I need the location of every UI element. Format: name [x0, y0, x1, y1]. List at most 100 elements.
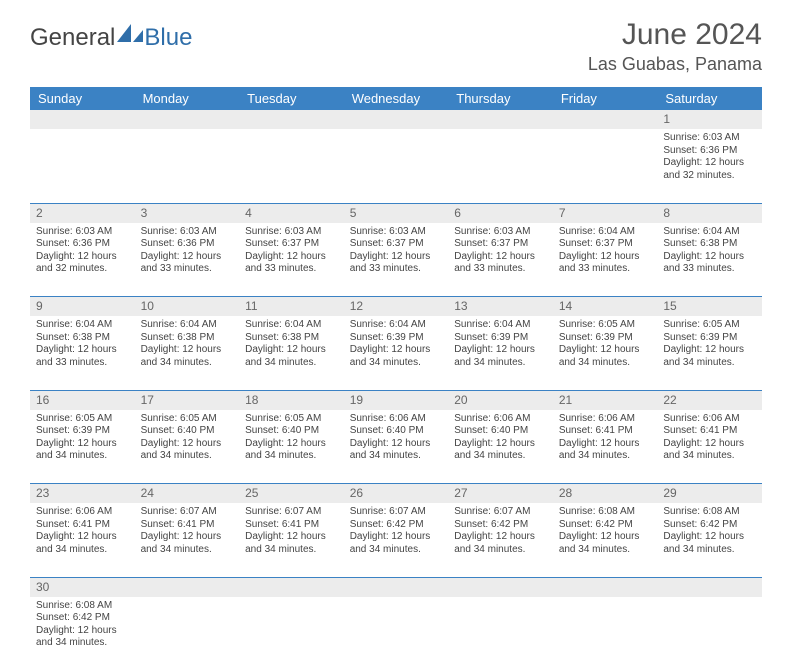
day-detail-sunrise: Sunrise: 6:04 AM: [36, 319, 129, 332]
day-cell: Sunrise: 6:04 AMSunset: 6:39 PMDaylight:…: [344, 316, 449, 390]
day-detail-sunrise: Sunrise: 6:03 AM: [245, 226, 338, 239]
day-detail-sunrise: Sunrise: 6:06 AM: [559, 413, 652, 426]
day-number: [553, 110, 658, 129]
day-content-row: Sunrise: 6:06 AMSunset: 6:41 PMDaylight:…: [30, 503, 762, 577]
day-detail-d1: Daylight: 12 hours: [559, 251, 652, 264]
day-cell: Sunrise: 6:06 AMSunset: 6:41 PMDaylight:…: [553, 410, 658, 484]
day-detail-d2: and 34 minutes.: [36, 450, 129, 463]
day-detail-d1: Daylight: 12 hours: [141, 344, 234, 357]
day-number: 9: [30, 297, 135, 317]
day-detail-d1: Daylight: 12 hours: [245, 344, 338, 357]
day-detail-sunset: Sunset: 6:38 PM: [141, 332, 234, 345]
day-detail-sunrise: Sunrise: 6:03 AM: [663, 132, 756, 145]
day-detail-d1: Daylight: 12 hours: [663, 438, 756, 451]
day-detail-d2: and 34 minutes.: [141, 544, 234, 557]
day-cell: [239, 597, 344, 671]
day-detail-sunrise: Sunrise: 6:05 AM: [141, 413, 234, 426]
day-detail-sunset: Sunset: 6:42 PM: [454, 519, 547, 532]
weekday-header: Tuesday: [239, 87, 344, 110]
day-number: 1: [657, 110, 762, 129]
day-detail-sunrise: Sunrise: 6:03 AM: [141, 226, 234, 239]
day-cell: Sunrise: 6:04 AMSunset: 6:38 PMDaylight:…: [657, 223, 762, 297]
weekday-header: Thursday: [448, 87, 553, 110]
day-number: 26: [344, 484, 449, 504]
day-detail-d2: and 34 minutes.: [245, 544, 338, 557]
day-detail-sunset: Sunset: 6:41 PM: [663, 425, 756, 438]
brand-text-1: General: [30, 24, 115, 52]
day-cell: Sunrise: 6:04 AMSunset: 6:39 PMDaylight:…: [448, 316, 553, 390]
day-cell: Sunrise: 6:03 AMSunset: 6:37 PMDaylight:…: [344, 223, 449, 297]
day-detail-d2: and 32 minutes.: [663, 170, 756, 183]
day-cell: Sunrise: 6:04 AMSunset: 6:38 PMDaylight:…: [239, 316, 344, 390]
day-cell: Sunrise: 6:05 AMSunset: 6:40 PMDaylight:…: [135, 410, 240, 484]
day-content-row: Sunrise: 6:05 AMSunset: 6:39 PMDaylight:…: [30, 410, 762, 484]
weekday-header: Monday: [135, 87, 240, 110]
day-detail-d2: and 34 minutes.: [350, 357, 443, 370]
day-detail-d1: Daylight: 12 hours: [350, 251, 443, 264]
day-cell: [135, 129, 240, 203]
day-number: 28: [553, 484, 658, 504]
day-detail-sunrise: Sunrise: 6:04 AM: [245, 319, 338, 332]
day-number: [448, 577, 553, 597]
day-detail-d1: Daylight: 12 hours: [663, 531, 756, 544]
day-number: [344, 577, 449, 597]
day-detail-d1: Daylight: 12 hours: [245, 531, 338, 544]
day-detail-sunrise: Sunrise: 6:06 AM: [36, 506, 129, 519]
day-cell: Sunrise: 6:07 AMSunset: 6:42 PMDaylight:…: [344, 503, 449, 577]
weekday-header-row: Sunday Monday Tuesday Wednesday Thursday…: [30, 87, 762, 110]
day-detail-d2: and 34 minutes.: [36, 544, 129, 557]
day-number: 10: [135, 297, 240, 317]
header: General Blue June 2024 Las Guabas, Panam…: [0, 0, 792, 83]
day-number: [239, 110, 344, 129]
day-detail-sunset: Sunset: 6:39 PM: [663, 332, 756, 345]
day-detail-d2: and 33 minutes.: [36, 357, 129, 370]
day-detail-d2: and 34 minutes.: [141, 450, 234, 463]
day-detail-d2: and 34 minutes.: [663, 450, 756, 463]
day-detail-sunrise: Sunrise: 6:06 AM: [663, 413, 756, 426]
day-number: [135, 577, 240, 597]
day-detail-sunrise: Sunrise: 6:07 AM: [141, 506, 234, 519]
day-content-row: Sunrise: 6:03 AMSunset: 6:36 PMDaylight:…: [30, 129, 762, 203]
day-detail-d2: and 33 minutes.: [663, 263, 756, 276]
day-cell: [344, 129, 449, 203]
day-detail-sunrise: Sunrise: 6:07 AM: [245, 506, 338, 519]
day-detail-d1: Daylight: 12 hours: [350, 438, 443, 451]
day-detail-d1: Daylight: 12 hours: [36, 438, 129, 451]
day-number-row: 30: [30, 577, 762, 597]
day-number-row: 16171819202122: [30, 390, 762, 410]
day-detail-d1: Daylight: 12 hours: [36, 344, 129, 357]
day-detail-d2: and 34 minutes.: [559, 450, 652, 463]
day-number: 14: [553, 297, 658, 317]
day-number: 23: [30, 484, 135, 504]
day-content-row: Sunrise: 6:03 AMSunset: 6:36 PMDaylight:…: [30, 223, 762, 297]
day-detail-sunset: Sunset: 6:38 PM: [36, 332, 129, 345]
day-detail-sunrise: Sunrise: 6:04 AM: [454, 319, 547, 332]
day-detail-sunset: Sunset: 6:38 PM: [663, 238, 756, 251]
brand-text-2: Blue: [144, 24, 192, 52]
day-detail-d2: and 34 minutes.: [559, 357, 652, 370]
day-cell: Sunrise: 6:05 AMSunset: 6:39 PMDaylight:…: [657, 316, 762, 390]
day-number: 30: [30, 577, 135, 597]
day-cell: Sunrise: 6:05 AMSunset: 6:40 PMDaylight:…: [239, 410, 344, 484]
day-content-row: Sunrise: 6:04 AMSunset: 6:38 PMDaylight:…: [30, 316, 762, 390]
day-detail-sunrise: Sunrise: 6:04 AM: [663, 226, 756, 239]
day-number: 20: [448, 390, 553, 410]
day-detail-d1: Daylight: 12 hours: [559, 438, 652, 451]
day-number-row: 9101112131415: [30, 297, 762, 317]
day-number-row: 1: [30, 110, 762, 129]
day-detail-d1: Daylight: 12 hours: [454, 531, 547, 544]
day-number: 12: [344, 297, 449, 317]
day-number: 5: [344, 203, 449, 223]
day-detail-d2: and 33 minutes.: [141, 263, 234, 276]
title-block: June 2024 Las Guabas, Panama: [588, 18, 762, 75]
day-cell: Sunrise: 6:05 AMSunset: 6:39 PMDaylight:…: [30, 410, 135, 484]
day-detail-sunrise: Sunrise: 6:03 AM: [454, 226, 547, 239]
day-detail-d1: Daylight: 12 hours: [141, 251, 234, 264]
day-detail-d2: and 34 minutes.: [663, 544, 756, 557]
day-cell: Sunrise: 6:08 AMSunset: 6:42 PMDaylight:…: [553, 503, 658, 577]
day-detail-sunset: Sunset: 6:42 PM: [350, 519, 443, 532]
day-cell: Sunrise: 6:03 AMSunset: 6:37 PMDaylight:…: [239, 223, 344, 297]
day-detail-d2: and 33 minutes.: [454, 263, 547, 276]
day-detail-d2: and 34 minutes.: [663, 357, 756, 370]
day-cell: Sunrise: 6:06 AMSunset: 6:40 PMDaylight:…: [344, 410, 449, 484]
